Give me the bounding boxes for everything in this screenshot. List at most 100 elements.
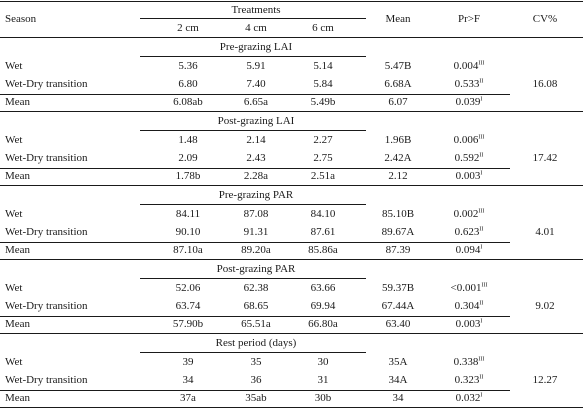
cell-6cm: 84.10 [310,208,336,220]
section-title-underline [140,56,366,57]
p-value: 0.032 [455,392,481,404]
cell-mean: 87.39 [385,244,411,256]
treatments-underline [140,18,366,19]
mean-row-rule [0,316,510,317]
section-bottom-rule [0,185,583,186]
header-prf: Pr>F [457,13,481,25]
p-value: 0.304 [454,300,480,312]
cell-pr-f: 0.006III [454,134,485,147]
cell-mean: 59.37B [381,282,415,294]
p-value: 0.623 [454,226,480,238]
cell-mean: 67.44A [381,300,415,312]
p-superscript: III [478,356,485,363]
cell-2cm: 52.06 [175,282,201,294]
cell-6cm: 2.75 [313,152,333,164]
cell-mean: 6.68A [384,78,412,90]
cell-pr-f: 0.032I [456,392,483,405]
p-superscript: III [478,60,485,67]
cell-2cm: 6.08ab [173,96,203,108]
cell-6cm: 2.27 [313,134,333,146]
cell-pr-f: 0.002III [454,208,485,221]
mean-row-rule [0,242,510,243]
row-label: Wet-Dry transition [5,152,88,164]
cell-pr-f: 0.039I [456,96,483,109]
row-label: Wet-Dry transition [5,226,88,238]
row-label: Wet-Dry transition [5,374,88,386]
cell-6cm: 85.86a [308,244,338,256]
cell-2cm: 2.09 [178,152,198,164]
p-value: 0.002 [453,208,479,220]
p-superscript: I [480,244,483,251]
row-label: Mean [5,392,31,404]
p-superscript: II [479,226,484,233]
p-value: 0.003 [455,318,481,330]
row-label: Wet [5,60,23,72]
p-superscript: II [479,374,484,381]
section-cv: 17.42 [532,152,558,164]
cell-pr-f: 0.003I [456,170,483,183]
p-value: 0.323 [454,374,480,386]
p-superscript: I [480,392,483,399]
section-cv: 9.02 [535,300,555,312]
header-season: Season [5,13,37,25]
p-superscript: II [479,152,484,159]
p-superscript: I [480,170,483,177]
cell-6cm: 87.61 [310,226,336,238]
cell-pr-f: 0.004III [454,60,485,73]
cell-2cm: 63.74 [175,300,201,312]
cell-2cm: 39 [182,356,194,368]
cell-4cm: 87.08 [243,208,269,220]
cell-pr-f: 0.533II [455,78,484,91]
section-title-underline [140,278,366,279]
section-bottom-rule [0,259,583,260]
cell-2cm: 6.80 [178,78,198,90]
p-superscript: III [478,134,485,141]
p-value: 0.094 [455,244,481,256]
header-treatments: Treatments [231,4,281,16]
cell-mean: 6.07 [388,96,408,108]
row-label: Mean [5,318,31,330]
mean-row-rule [0,94,510,95]
mean-row-rule [0,390,510,391]
section-title-underline [140,130,366,131]
row-label: Mean [5,244,31,256]
cell-pr-f: 0.323II [455,374,484,387]
cell-4cm: 6.65a [243,96,269,108]
section-title-underline [140,352,366,353]
cell-mean: 1.96B [384,134,412,146]
cell-2cm: 37a [180,392,196,404]
cell-6cm: 30b [314,392,332,404]
row-label: Mean [5,96,31,108]
cell-4cm: 35ab [245,392,267,404]
table-top-rule [0,1,583,2]
p-value: 0.004 [453,60,479,72]
cell-pr-f: 0.338III [454,356,485,369]
row-label: Wet [5,208,23,220]
cell-4cm: 35 [250,356,262,368]
p-superscript: III [478,208,485,215]
section-title: Rest period (days) [215,337,297,349]
cell-2cm: 1.48 [178,134,198,146]
cell-2cm: 5.36 [178,60,198,72]
cell-6cm: 69.94 [310,300,336,312]
p-value: 0.039 [455,96,481,108]
cell-6cm: 30 [317,356,329,368]
row-label: Mean [5,170,31,182]
header-2cm: 2 cm [177,22,199,34]
row-label: Wet-Dry transition [5,78,88,90]
section-title: Pre-grazing LAI [219,41,293,53]
cell-2cm: 34 [182,374,194,386]
section-bottom-rule [0,333,583,334]
row-label: Wet [5,356,23,368]
cell-4cm: 2.28a [243,170,269,182]
cell-4cm: 2.43 [246,152,266,164]
row-label: Wet [5,282,23,294]
cell-mean: 34A [388,374,408,386]
cell-mean: 2.42A [384,152,412,164]
cell-4cm: 62.38 [243,282,269,294]
cell-4cm: 89.20a [241,244,271,256]
cell-4cm: 7.40 [246,78,266,90]
cell-2cm: 90.10 [175,226,201,238]
section-bottom-rule [0,407,583,408]
section-title: Pre-grazing PAR [218,189,294,201]
